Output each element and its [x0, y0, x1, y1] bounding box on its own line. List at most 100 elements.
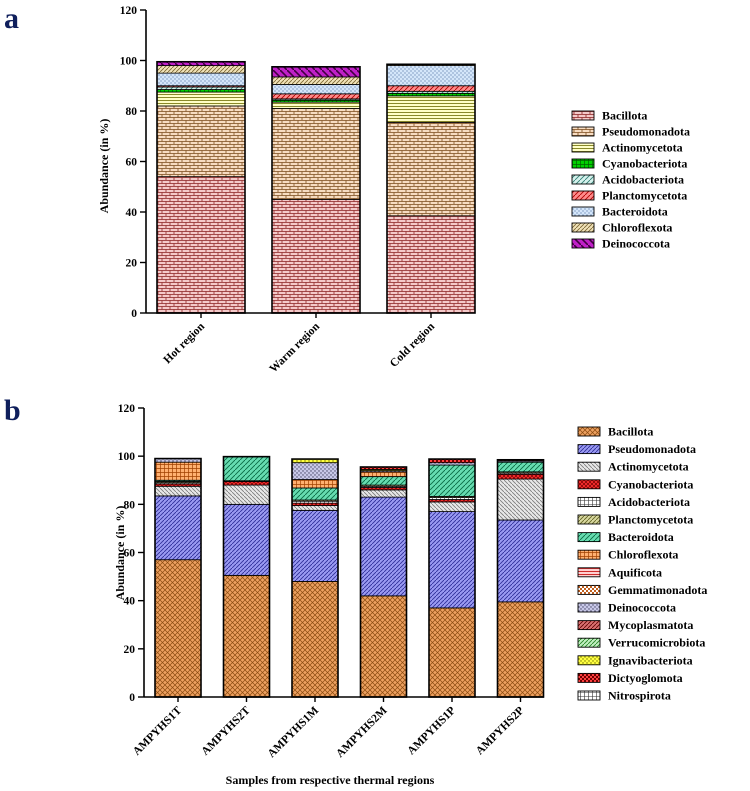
- bar-segment-bacillota: [428, 607, 476, 698]
- legend-label: Dictyoglomota: [608, 671, 683, 685]
- legend-swatch: [577, 532, 601, 543]
- legend-item-acidobacteriota: Acidobacteriota: [577, 495, 690, 509]
- legend-label: Cyanobacteriota: [608, 477, 693, 491]
- bar-segment-planctomycetota: [386, 85, 476, 92]
- panel-b-x-axis-title: Samples from respective thermal regions: [226, 773, 435, 787]
- legend-item-nitrospirota: Nitrospirota: [577, 689, 671, 703]
- legend-swatch: [577, 444, 601, 455]
- legend-item-gemmatimonadota: Gemmatimonadota: [577, 583, 707, 597]
- legend-label: Gemmatimonadota: [608, 583, 707, 597]
- legend-label: Actinomycetota: [602, 141, 683, 155]
- legend-item-actinomycetota: Actinomycetota: [571, 141, 683, 155]
- bar-segment-bacillota: [386, 215, 476, 314]
- x-tick-label: AMPYHS2T: [199, 704, 252, 757]
- panel-a-x-labels: Hot region Warm region Cold region: [162, 313, 438, 375]
- bar-segment-chloroflexota: [271, 76, 361, 85]
- y-tick-label: 20: [124, 644, 136, 656]
- y-tick-label: 40: [124, 596, 136, 608]
- panel-b-legend: Bacillota Pseudomonadota Actinomycetota Cya…: [577, 425, 707, 703]
- x-tick-label: Cold region: [388, 320, 438, 370]
- legend-swatch: [571, 238, 595, 249]
- y-tick-label: 120: [120, 5, 138, 17]
- bar-segment-pseudomonadota: [156, 105, 246, 178]
- bar-segment-actinomycetota: [223, 484, 270, 505]
- legend-item-verrucomicrobiota: Verrucomicrobiota: [577, 636, 705, 650]
- legend-label: Pseudomonadota: [608, 442, 696, 456]
- y-tick-label: 80: [124, 499, 136, 511]
- legend-item-mycoplasmatota: Mycoplasmatota: [577, 618, 693, 632]
- bar-segment-bacteroidota: [428, 464, 476, 497]
- bar-segment-chloroflexota: [291, 479, 339, 489]
- legend-swatch: [577, 637, 601, 648]
- legend-label: Bacteroidota: [602, 205, 668, 219]
- legend-swatch: [577, 690, 601, 701]
- x-tick-label: AMPYHS1T: [131, 704, 184, 757]
- bar-segment-bacillota: [154, 559, 202, 698]
- bar-segment-pseudomonadota: [360, 496, 407, 597]
- bar-segment-bacteroidota: [291, 487, 339, 501]
- bar-ampyhs1p: [428, 458, 476, 698]
- bar-segment-actinomycetota: [428, 501, 476, 512]
- bar-ampyhs2p: [496, 458, 545, 698]
- bar-segment-bacteroidota: [156, 72, 246, 87]
- bar-segment-bacillota: [291, 581, 339, 698]
- y-tick-label: 100: [118, 451, 136, 463]
- legend-item-pseudomonadota: Pseudomonadota: [577, 442, 696, 456]
- legend-label: Chloroflexota: [602, 221, 672, 235]
- bar-segment-planctomycetota: [271, 93, 361, 100]
- legend-item-deinococcota: Deinococcota: [577, 601, 676, 615]
- bar-segment-pseudomonadota: [154, 495, 202, 561]
- legend-swatch: [577, 496, 601, 507]
- legend-label: Nitrospirota: [608, 689, 671, 703]
- y-tick-label: 80: [126, 106, 138, 118]
- bar-segment-bacillota: [497, 601, 544, 698]
- y-tick-label: 0: [131, 308, 137, 320]
- legend-swatch: [571, 206, 595, 217]
- panel-b-y-ticks: 0 20 40 60 80 100 120: [118, 403, 144, 704]
- bar-segment-actinomycetota: [291, 505, 339, 511]
- y-tick-label: 0: [129, 692, 135, 704]
- panel-b-bars: [154, 455, 545, 698]
- legend-item-ignavibacteriota: Ignavibacteriota: [577, 653, 693, 667]
- bar-ampyhs1m: [291, 458, 339, 698]
- legend-swatch: [571, 174, 595, 185]
- legend-swatch: [577, 620, 601, 631]
- x-tick-label: AMPYHS2M: [334, 705, 390, 761]
- x-tick-label: AMPYHS2P: [474, 705, 527, 758]
- legend-swatch: [577, 584, 601, 595]
- bar-segment-chloroflexota: [154, 461, 202, 481]
- legend-swatch: [577, 602, 601, 613]
- bar-segment-bacteroidota: [386, 65, 476, 87]
- bar-segment-bacteroidota: [223, 456, 270, 482]
- y-tick-label: 60: [124, 548, 136, 560]
- legend-item-chloroflexota: Chloroflexota: [577, 548, 678, 562]
- legend-item-bacteroidota: Bacteroidota: [577, 530, 674, 544]
- panel-b: b Abundance (in %) Samples from respecti…: [4, 394, 707, 787]
- x-tick-label: AMPYHS1M: [266, 705, 322, 761]
- bar-warm-region: [271, 66, 361, 314]
- bar-segment-actinomycetota: [154, 485, 202, 497]
- legend-label: Bacillota: [608, 425, 653, 439]
- legend-swatch: [577, 461, 601, 472]
- legend-label: Acidobacteriota: [602, 173, 684, 187]
- legend-item-chloroflexota: Chloroflexota: [571, 221, 672, 235]
- bar-segment-pseudomonadota: [223, 503, 270, 576]
- legend-item-dictyoglomota: Dictyoglomota: [577, 671, 683, 685]
- legend-swatch: [577, 479, 601, 490]
- bar-segment-bacillota: [360, 595, 407, 698]
- legend-label: Verrucomicrobiota: [608, 636, 705, 650]
- legend-item-actinomycetota: Actinomycetota: [577, 460, 689, 474]
- bar-segment-bacillota: [223, 574, 270, 698]
- bar-segment-pseudomonadota: [291, 509, 339, 582]
- legend-item-cyanobacteriota: Cyanobacteriota: [577, 477, 693, 491]
- legend-item-bacteroidota: Bacteroidota: [571, 205, 668, 219]
- legend-swatch: [571, 158, 595, 169]
- legend-swatch: [571, 222, 595, 233]
- bar-segment-bacteroidota: [271, 84, 361, 95]
- x-tick-label: AMPYHS1P: [405, 705, 458, 758]
- bar-segment-bacteroidota: [360, 476, 407, 486]
- legend-swatch: [577, 549, 601, 560]
- legend-label: Bacillota: [602, 109, 647, 123]
- y-tick-label: 20: [126, 258, 138, 270]
